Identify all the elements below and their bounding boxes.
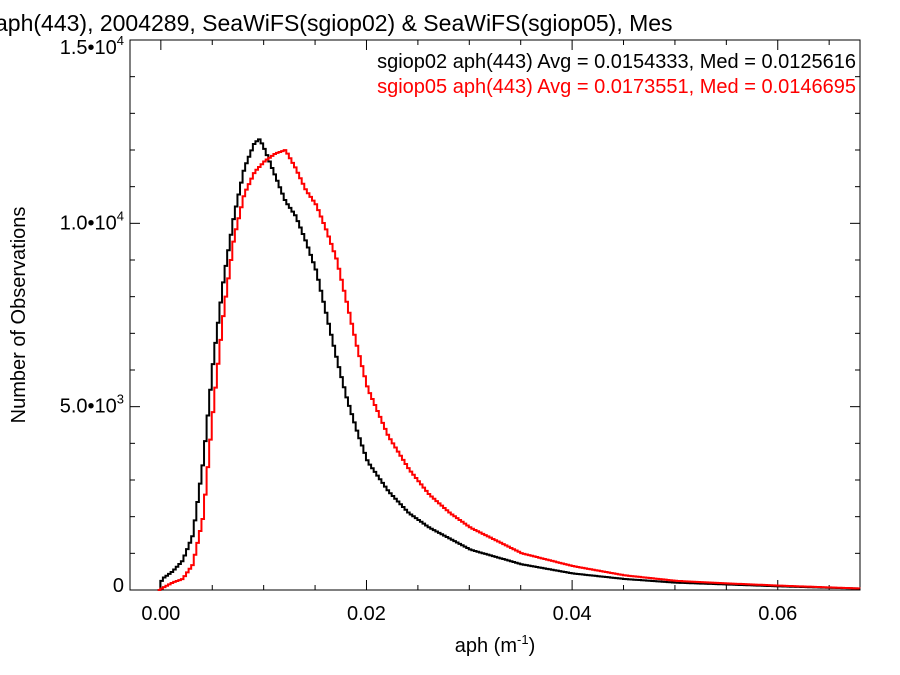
x-axis-label-main: aph (m (455, 635, 517, 657)
x-tick-label: 0.06 (758, 603, 797, 625)
series-line-2 (157, 149, 861, 591)
y-tick-label: 5.0•103 (60, 392, 124, 418)
x-axis-ticks: 0.00 0.02 0.04 0.06 (141, 40, 830, 625)
y-axis-ticks: 0 5.0•103 1.0•104 1.5•104 (60, 33, 860, 597)
x-tick-label: 0.02 (347, 603, 386, 625)
legend-entry-1: sgiop02 aph(443) Avg = 0.0154333, Med = … (377, 51, 856, 73)
series-lines (157, 138, 861, 591)
y-tick-label: 1.0•104 (60, 208, 124, 234)
x-axis-label-suffix: ) (529, 635, 536, 657)
y-tick-label: 0 (113, 575, 124, 597)
x-tick-label: 0.00 (141, 603, 180, 625)
chart-title: aph(443), 2004289, SeaWiFS(sgiop02) & Se… (0, 10, 673, 36)
x-axis-label: aph (m-1) (455, 632, 535, 657)
y-axis-label: Number of Observations (8, 207, 30, 424)
x-tick-label: 0.04 (553, 603, 592, 625)
legend-entry-2: sgiop05 aph(443) Avg = 0.0173551, Med = … (377, 76, 856, 98)
y-tick-label: 1.5•104 (60, 33, 124, 59)
legend: sgiop02 aph(443) Avg = 0.0154333, Med = … (377, 51, 856, 98)
plot-frame (129, 39, 861, 591)
series-line-1 (157, 138, 861, 591)
x-axis-label-sup: -1 (517, 632, 529, 647)
